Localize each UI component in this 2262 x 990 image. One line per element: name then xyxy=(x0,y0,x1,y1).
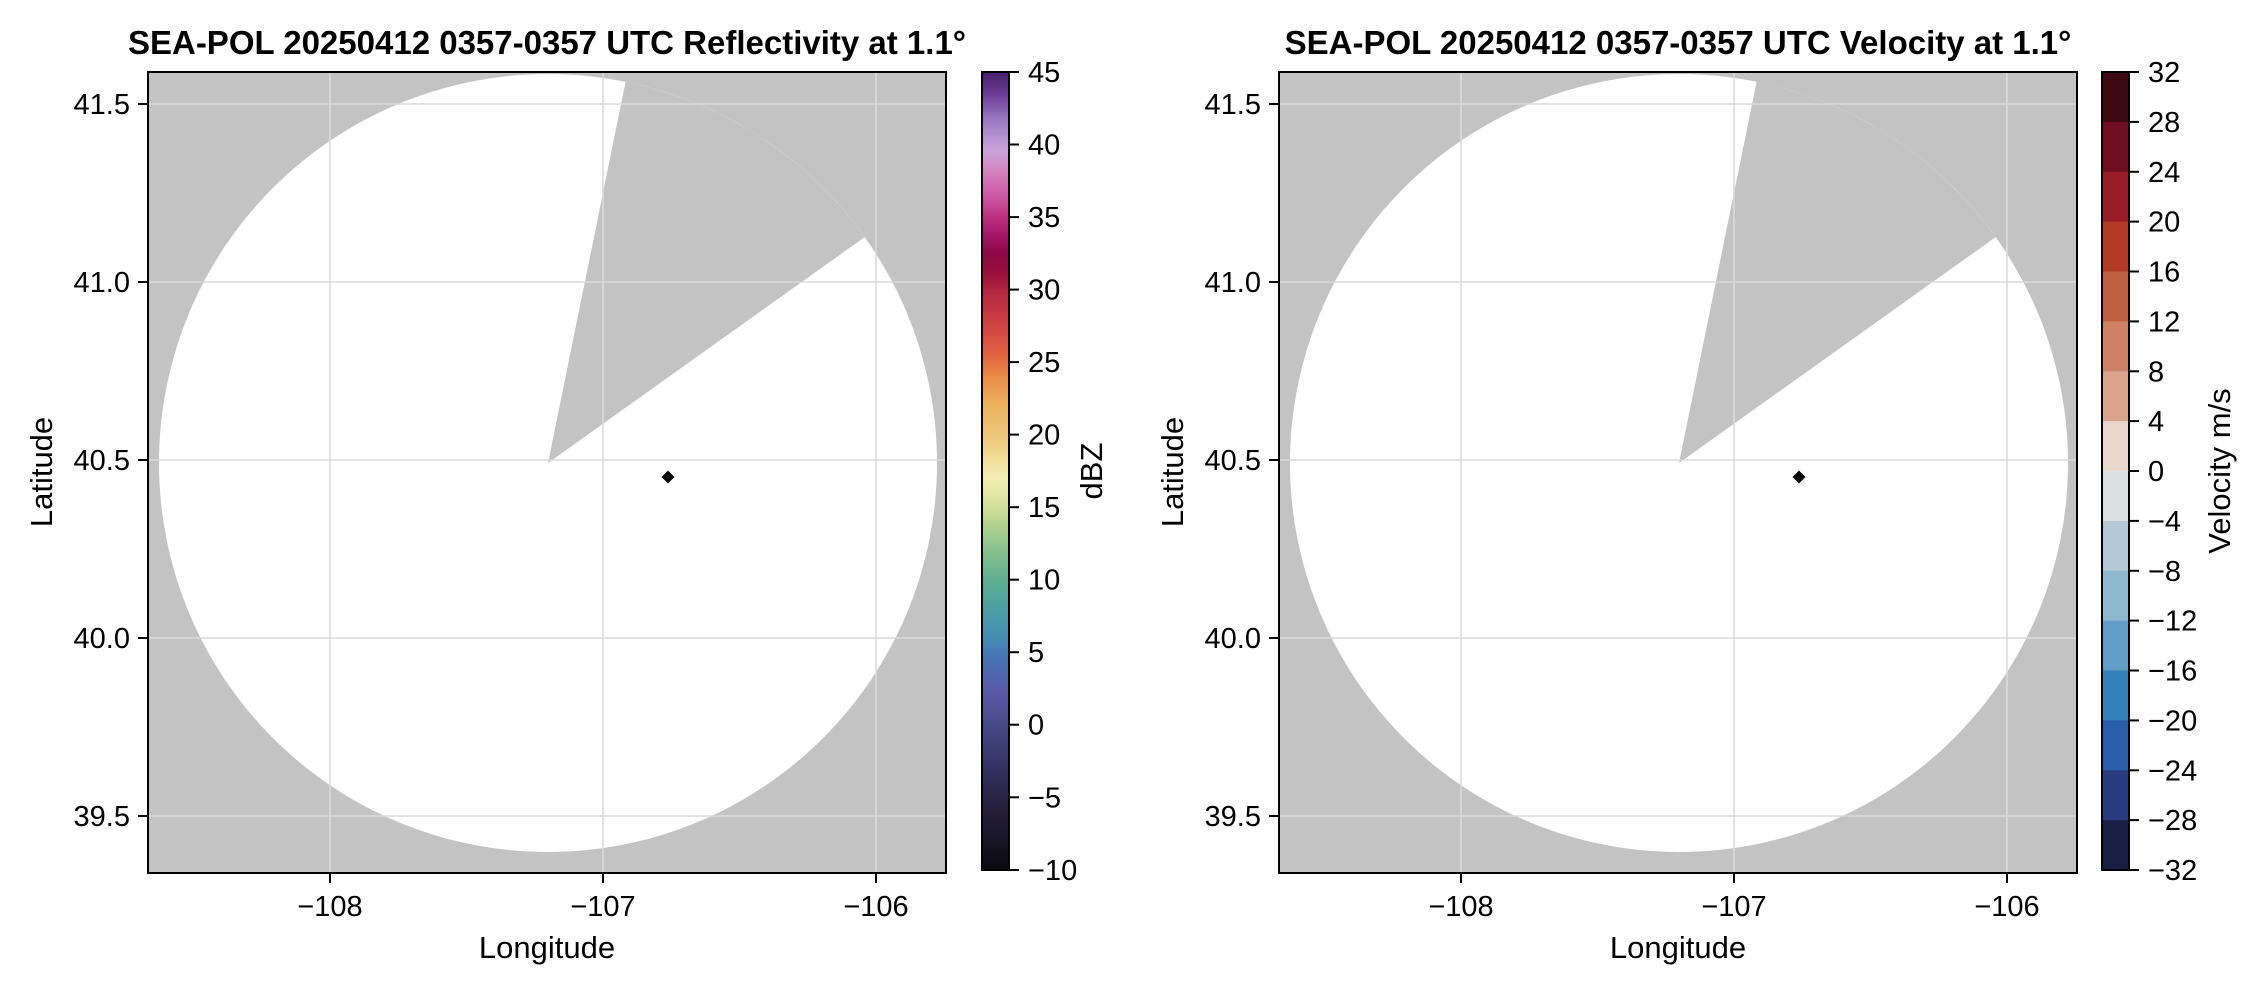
colorbar-tick-label: −4 xyxy=(2148,506,2181,538)
y-tick-label: 41.0 xyxy=(74,267,130,299)
y-tick-label: 40.0 xyxy=(74,623,130,655)
colorbar-segment-blocks xyxy=(2102,72,2129,870)
gridlines xyxy=(1279,72,2077,873)
colorbar-tick-label: 4 xyxy=(2148,406,2164,438)
y-tick-label: 40.5 xyxy=(74,445,130,477)
y-tick-label: 41.5 xyxy=(74,89,130,121)
x-tick-marks xyxy=(1460,873,2008,883)
colorbar-tick-label: −16 xyxy=(2148,656,2197,688)
x-axis-label: Longitude xyxy=(1610,930,1746,965)
colorbar-tick-label: −8 xyxy=(2148,556,2181,588)
colorbar-segment xyxy=(2102,171,2129,223)
colorbar-segment xyxy=(2102,371,2129,422)
colorbar-tick-label: 40 xyxy=(1028,130,1060,162)
panel-title: SEA-POL 20250412 0357-0357 UTC Velocity … xyxy=(1285,24,2072,61)
colorbar-tick-label: 12 xyxy=(2148,306,2180,338)
y-tick-marks xyxy=(138,103,148,817)
x-tick-label: −106 xyxy=(843,891,908,923)
y-tick-label: 40.0 xyxy=(1205,623,1261,655)
colorbar-segment xyxy=(2102,221,2129,273)
colorbar-border xyxy=(981,71,1010,871)
x-tick-label: −107 xyxy=(1701,891,1766,923)
colorbar-tick-label: 32 xyxy=(2148,57,2180,89)
colorbar-tick-label: 0 xyxy=(1028,710,1044,742)
x-tick-marks xyxy=(329,873,877,883)
missing-sector-wedge xyxy=(548,81,865,464)
colorbar-tick-label: −5 xyxy=(1028,782,1061,814)
y-tick-marks xyxy=(1269,103,1279,817)
colorbar-tick-marks xyxy=(2129,71,2139,871)
colorbar-segment xyxy=(2102,720,2129,771)
missing-sector-wedge xyxy=(1679,81,1996,464)
colorbar-tick-label: −28 xyxy=(2148,805,2197,837)
colorbar-segment xyxy=(2102,72,2129,123)
colorbar-tick-label: −12 xyxy=(2148,606,2197,638)
colorbar-segment xyxy=(2102,471,2129,522)
x-tick-label: −108 xyxy=(297,891,362,923)
colorbar-segment xyxy=(2102,570,2129,622)
colorbar-gradient-bar xyxy=(982,72,1009,870)
y-tick-label: 39.5 xyxy=(74,801,130,833)
colorbar-tick-label: 8 xyxy=(2148,356,2164,388)
colorbar-tick-label: 0 xyxy=(2148,456,2164,488)
y-axis-label: Latitude xyxy=(24,417,59,527)
echo-marker xyxy=(661,470,675,484)
colorbar-tick-label: 20 xyxy=(1028,420,1060,452)
colorbar-velocity: 32 28 24 20 16 12 8 4 0 −4 −8 −12 −16 −2… xyxy=(2101,57,2237,887)
colorbar-segment xyxy=(2102,321,2129,372)
colorbar-tick-label: 30 xyxy=(1028,275,1060,307)
colorbar-tick-label: 25 xyxy=(1028,347,1060,379)
colorbar-tick-label: 20 xyxy=(2148,207,2180,239)
colorbar-reflectivity: 45 40 35 30 25 20 15 10 5 0 −5 −10 dBZ xyxy=(981,57,1109,887)
colorbar-segment xyxy=(2102,271,2129,322)
colorbar-tick-label: −20 xyxy=(2148,705,2197,737)
x-tick-label: −107 xyxy=(570,891,635,923)
colorbar-segment xyxy=(2102,121,2129,173)
panel-title: SEA-POL 20250412 0357-0357 UTC Reflectiv… xyxy=(128,24,966,61)
x-tick-label: −108 xyxy=(1428,891,1493,923)
colorbar-segment xyxy=(2102,520,2129,572)
colorbar-tick-label: −24 xyxy=(2148,755,2197,787)
colorbar-tick-label: −32 xyxy=(2148,855,2197,887)
y-tick-label: 41.0 xyxy=(1205,267,1261,299)
colorbar-tick-label: 15 xyxy=(1028,492,1060,524)
colorbar-tick-label: 5 xyxy=(1028,637,1044,669)
colorbar-segment xyxy=(2102,820,2129,870)
colorbar-segment xyxy=(2102,670,2129,721)
gridlines xyxy=(148,72,946,873)
colorbar-segment xyxy=(2102,421,2129,472)
panel-velocity: SEA-POL 20250412 0357-0357 UTC Velocity … xyxy=(1155,24,2078,965)
y-tick-label: 41.5 xyxy=(1205,89,1261,121)
colorbar-segment xyxy=(2102,770,2129,821)
colorbar-tick-label: 45 xyxy=(1028,57,1060,89)
colorbar-tick-label: 28 xyxy=(2148,107,2180,139)
colorbar-tick-marks xyxy=(1009,71,1019,871)
colorbar-tick-label: 35 xyxy=(1028,202,1060,234)
colorbar-segment xyxy=(2102,620,2129,672)
y-tick-label: 40.5 xyxy=(1205,445,1261,477)
plot-border xyxy=(1278,71,2078,874)
x-axis-label: Longitude xyxy=(479,930,615,965)
colorbar-tick-label: 24 xyxy=(2148,157,2180,189)
colorbar-axis-label: Velocity m/s xyxy=(2202,388,2237,553)
plot-border xyxy=(147,71,947,874)
echo-marker xyxy=(1792,470,1806,484)
colorbar-tick-label: 16 xyxy=(2148,257,2180,289)
colorbar-axis-label: dBZ xyxy=(1074,443,1109,500)
x-tick-label: −106 xyxy=(1974,891,2039,923)
panel-reflectivity: SEA-POL 20250412 0357-0357 UTC Reflectiv… xyxy=(24,24,966,965)
colorbar-tick-label: −10 xyxy=(1028,855,1077,887)
colorbar-tick-label: 10 xyxy=(1028,565,1060,597)
y-tick-label: 39.5 xyxy=(1205,801,1261,833)
y-axis-label: Latitude xyxy=(1155,417,1190,527)
